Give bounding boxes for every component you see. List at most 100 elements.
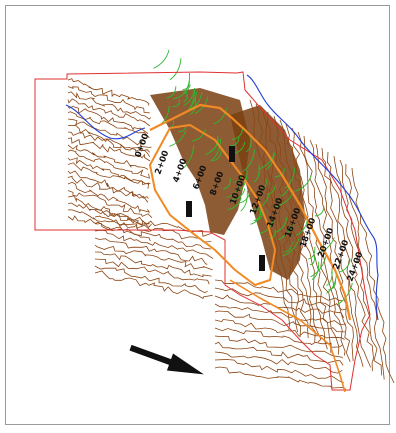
grading-line xyxy=(309,254,315,266)
north-arrow-icon: N xyxy=(129,344,204,375)
contour-line xyxy=(67,91,152,120)
grading-line xyxy=(282,238,300,257)
grading-line xyxy=(239,190,251,204)
contour-line xyxy=(214,287,346,311)
contour-line xyxy=(285,123,328,350)
pad-outline-2 xyxy=(229,279,346,393)
road-alignment xyxy=(149,103,352,321)
grading-line xyxy=(210,138,222,162)
contour-line xyxy=(339,159,382,376)
contour-line xyxy=(309,139,351,363)
grading-line xyxy=(310,256,327,278)
grading-line xyxy=(250,210,262,225)
contour-line xyxy=(214,319,345,340)
contour-line xyxy=(67,137,151,162)
contour-line xyxy=(94,237,208,265)
contour-line xyxy=(94,258,210,285)
grading-line xyxy=(326,274,337,294)
grading-line xyxy=(173,84,191,100)
grading-line xyxy=(338,259,351,273)
grading-line xyxy=(269,229,276,240)
grading-line xyxy=(182,72,191,94)
contour-line xyxy=(326,151,372,368)
grading-line xyxy=(204,139,220,156)
terrain-contours xyxy=(150,88,305,280)
grading-line xyxy=(265,152,275,171)
contour-line xyxy=(67,157,150,189)
contour-line xyxy=(94,215,212,243)
contour-line xyxy=(291,127,332,353)
grading-line xyxy=(191,128,207,142)
grading-line xyxy=(284,167,296,189)
grading-line xyxy=(182,144,195,169)
grading-line xyxy=(274,216,288,233)
contour-line xyxy=(351,167,395,384)
grading-line xyxy=(311,261,320,280)
contour-line xyxy=(67,149,150,179)
grading-line xyxy=(169,130,187,147)
contour-line xyxy=(67,118,152,148)
contour-line xyxy=(67,170,149,199)
contour-line xyxy=(255,103,298,332)
contour-line xyxy=(67,162,151,185)
grading-line xyxy=(227,197,242,211)
grading-line xyxy=(183,91,188,102)
contour-line xyxy=(214,335,343,359)
map-frame xyxy=(5,5,390,425)
contour-line xyxy=(94,251,212,278)
contour-line xyxy=(67,131,151,153)
building-markers xyxy=(186,146,265,271)
contour-line xyxy=(67,86,150,114)
grading-line xyxy=(278,221,294,241)
contour-line xyxy=(273,115,316,343)
station-label: 22+00 xyxy=(331,239,351,271)
contour-line xyxy=(67,144,149,170)
contour-line xyxy=(94,265,208,294)
contour-line xyxy=(214,327,343,348)
grading-line xyxy=(253,194,270,211)
contour-line xyxy=(321,147,364,368)
contour-line xyxy=(94,270,213,300)
grading-line xyxy=(326,269,333,286)
contour-line xyxy=(214,310,346,333)
contour-line xyxy=(67,195,152,229)
contour-line xyxy=(67,98,151,127)
grading-line xyxy=(266,184,276,195)
station-label: 4+00 xyxy=(171,157,189,184)
contour-line xyxy=(67,215,151,242)
grading-line xyxy=(316,237,335,255)
building-3 xyxy=(259,255,265,271)
contour-line xyxy=(214,303,347,326)
grading-line xyxy=(240,190,248,212)
contour-line xyxy=(94,229,214,259)
stream-line xyxy=(65,74,379,321)
contour-line xyxy=(345,163,385,380)
grading-line xyxy=(315,206,325,217)
contour-line xyxy=(94,244,213,271)
grading-line xyxy=(337,282,353,305)
grading-line xyxy=(242,149,256,172)
contour-line xyxy=(214,359,344,384)
grading-line xyxy=(239,169,248,192)
building-1 xyxy=(229,146,235,162)
contour-line xyxy=(279,119,322,343)
contour-line xyxy=(67,202,150,225)
grading-line xyxy=(229,137,240,147)
contour-line xyxy=(214,366,346,390)
contour-line xyxy=(67,78,150,106)
grading-lines xyxy=(153,49,353,305)
contour-line xyxy=(214,351,343,374)
grading-line xyxy=(212,150,222,162)
grading-line xyxy=(246,136,252,153)
contour-line xyxy=(315,143,354,362)
contour-line xyxy=(67,181,151,214)
building-2 xyxy=(186,201,192,217)
contour-line xyxy=(67,175,148,203)
contour-line xyxy=(297,131,340,355)
grading-line xyxy=(226,184,241,198)
fill-mass-1 xyxy=(150,88,250,235)
grading-line xyxy=(260,178,267,190)
fill-mass-2 xyxy=(230,105,305,280)
grading-line xyxy=(283,241,293,253)
